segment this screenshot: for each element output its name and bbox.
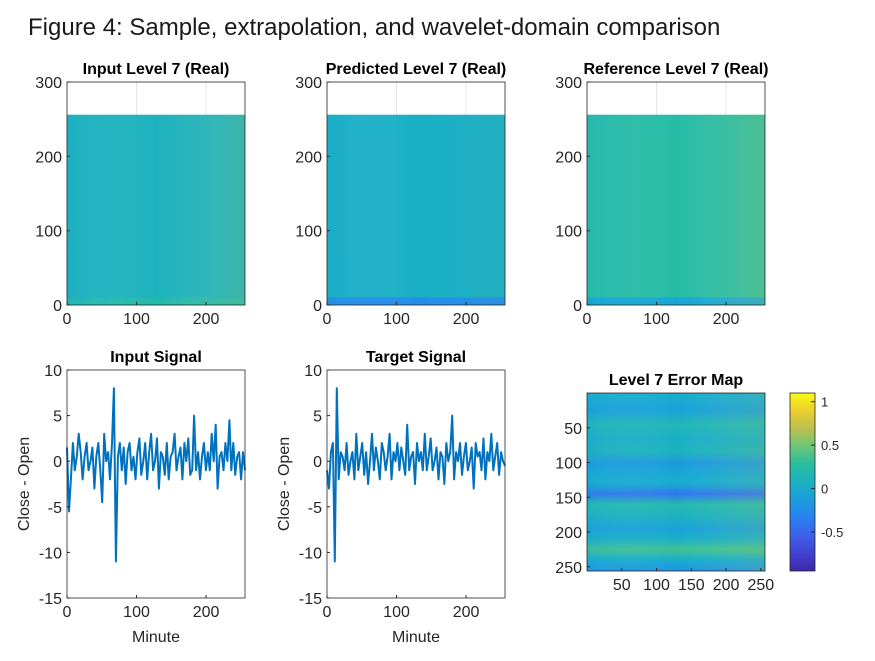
input-level-ytick-label: 300 [35,75,62,92]
input-signal-plot-area [67,370,245,598]
predicted-level-xtick-label: 100 [383,311,410,328]
error-map-axes: 50 100 150 200 250 50 100 150 200 250 Level 7 Erro… [555,372,843,594]
predicted-level-ytick-label: 0 [313,298,322,315]
target-signal-xtick-label: 100 [383,604,410,621]
colorbar-tick-label: 0 [821,482,828,497]
input-signal-xtick-label: 0 [63,604,72,621]
input-level-xtick-label: 200 [193,311,220,328]
colorbar [789,392,816,572]
reference-level-frame [586,81,766,306]
input-signal-xtick-label: 100 [123,604,150,621]
target-signal-frame [326,369,506,599]
input-signal-ytick-label: 5 [53,409,62,426]
input-signal-ytick-label: -5 [48,500,62,517]
target-signal-xtick-label: 0 [323,604,332,621]
predicted-level-ytick-label: 100 [295,224,322,241]
predicted-level-ytick-label: 300 [295,75,322,92]
input-signal-ytick-label: -15 [39,591,62,608]
error-map-ytick-label: 250 [555,560,582,577]
colorbar-tick-label: 1 [821,395,828,410]
error-map-xtick-label: 250 [747,577,774,594]
input-signal-ytick-label: 10 [44,363,62,380]
predicted-level-xtick-label: 0 [323,311,332,328]
target-signal-title: Target Signal [366,349,466,366]
input-signal-ytick-label: -10 [39,545,62,562]
input-signal-frame [66,369,246,599]
error-map-xtick-label: 200 [713,577,740,594]
input-level-image-overlay [67,114,245,305]
predicted-level-xtick-label: 200 [453,311,480,328]
target-signal-ytick-label: 0 [313,454,322,471]
target-signal-xtick-label: 200 [453,604,480,621]
reference-level-xtick-label: 0 [583,311,592,328]
error-map-xtick-label: 100 [643,577,670,594]
reference-level-title: Reference Level 7 (Real) [584,61,769,78]
input-signal-xlabel: Minute [132,629,180,646]
predicted-level-image-overlay [327,114,505,305]
error-map-xtick-label: 50 [613,577,631,594]
error-map-ytick-label: 150 [555,490,582,507]
target-signal-ytick-label: -15 [299,591,322,608]
reference-level-image-overlay [587,114,765,305]
predicted-level-frame [326,81,506,306]
error-map-ytick-label: 50 [564,421,582,438]
input-level-axes: 0 100 200 0 100 200 300 Input Level 7 (Real) [35,61,246,328]
input-level-title: Input Level 7 (Real) [83,61,230,78]
error-map-xtick-label: 150 [678,577,705,594]
reference-level-ytick-label: 300 [555,75,582,92]
input-level-xtick-label: 100 [123,311,150,328]
error-map-image-overlay [587,393,765,571]
target-signal-xlabel: Minute [392,629,440,646]
reference-level-ytick-label: 100 [555,224,582,241]
input-level-xtick-label: 0 [63,311,72,328]
target-signal-ytick-label: -10 [299,545,322,562]
error-map-ytick-label: 100 [555,456,582,473]
target-signal-axes: 0 100 200 -15 -10 -5 0 5 10 Target Signal Minute Cl… [276,349,506,646]
input-signal-ylabel: Close - Open [16,437,33,531]
input-signal-xtick-label: 200 [193,604,220,621]
input-signal-axes: 0 100 200 -15 -10 -5 0 5 10 Input Signal Minute Clo… [16,349,246,646]
reference-level-ytick-label: 0 [573,298,582,315]
input-signal-ytick-label: 0 [53,454,62,471]
target-signal-series-line [326,387,506,563]
input-signal-series-line [66,387,246,563]
error-map-frame [586,392,766,572]
input-signal-title: Input Signal [110,349,202,366]
reference-level-xtick-label: 100 [643,311,670,328]
colorbar-tick-label: -0.5 [821,525,843,540]
input-level-ytick-label: 200 [35,149,62,166]
target-signal-ytick-label: 5 [313,409,322,426]
input-level-frame [66,81,246,306]
colorbar-tick-label: 0.5 [821,438,839,453]
input-level-ytick-label: 0 [53,298,62,315]
predicted-level-title: Predicted Level 7 (Real) [326,61,507,78]
error-map-title: Level 7 Error Map [609,372,744,389]
input-level-ytick-label: 100 [35,224,62,241]
target-signal-ylabel: Close - Open [276,437,293,531]
figure-title: Figure 4: Sample, extrapolation, and wav… [28,14,720,41]
target-signal-ytick-label: 10 [304,363,322,380]
predicted-level-ytick-label: 200 [295,149,322,166]
reference-level-xtick-label: 200 [713,311,740,328]
reference-level-ytick-label: 200 [555,149,582,166]
error-map-ytick-label: 200 [555,525,582,542]
target-signal-ytick-label: -5 [308,500,322,517]
